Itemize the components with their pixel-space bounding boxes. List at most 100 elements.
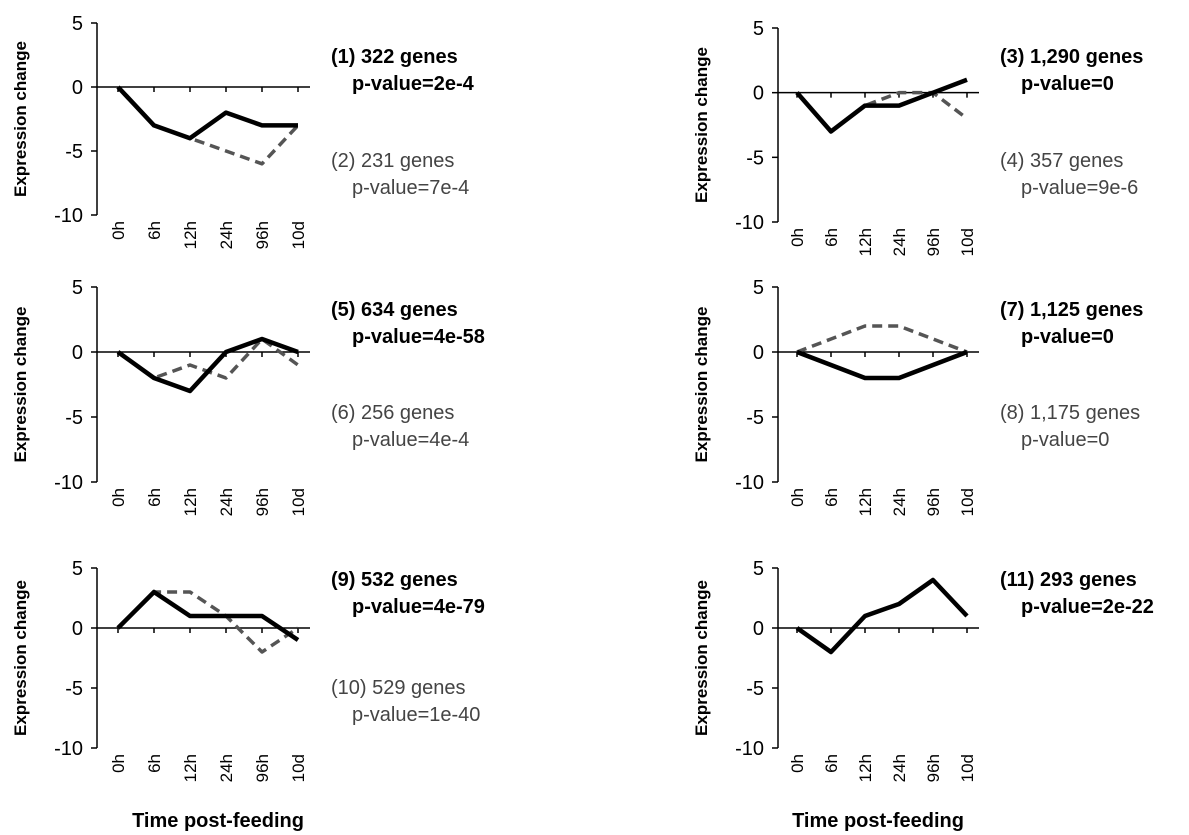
- cluster-gene-count: (7) 1,125 genes: [1000, 299, 1143, 321]
- x-tick-label: 12h: [181, 221, 200, 249]
- cluster-p-value: p-value=4e-79: [352, 596, 485, 618]
- x-tick-label: 96h: [924, 488, 943, 516]
- y-tick-label: 5: [753, 277, 764, 299]
- x-tick-label: 96h: [253, 488, 272, 516]
- x-tick-label: 24h: [890, 488, 909, 516]
- x-tick-label: 0h: [109, 488, 128, 507]
- y-axis-label: Expression change: [11, 580, 30, 736]
- y-tick-label: 0: [753, 618, 764, 640]
- cluster-p-value: p-value=7e-4: [352, 177, 469, 199]
- cluster-p-value: p-value=2e-4: [352, 73, 475, 95]
- x-axis-label: Time post-feeding: [792, 810, 964, 832]
- x-tick-label: 10d: [289, 488, 308, 516]
- series-line-solid: [116, 336, 299, 394]
- panel-6: 5 0 -5 -10 0h 6h 12h 24h 96h 10d Expression change…: [692, 558, 1154, 832]
- cluster-p-value: p-value=4e-4: [352, 429, 469, 451]
- cluster-gene-count: (10) 529 genes: [331, 677, 466, 699]
- y-tick-label: -10: [54, 472, 83, 494]
- cluster-p-value: p-value=0: [1021, 429, 1109, 451]
- cluster-gene-count: (6) 256 genes: [331, 402, 454, 424]
- series-line-solid: [795, 577, 969, 655]
- x-axis-label: Time post-feeding: [132, 810, 304, 832]
- x-tick-label: 10d: [958, 754, 977, 782]
- x-tick-label: 10d: [958, 488, 977, 516]
- y-axis-label: Expression change: [11, 41, 30, 197]
- y-tick-label: -5: [746, 407, 764, 429]
- series-line-solid: [796, 349, 968, 381]
- y-tick-label: -10: [735, 212, 764, 234]
- series-line-solid: [116, 589, 300, 642]
- y-tick-label: -5: [746, 678, 764, 700]
- x-tick-label: 96h: [924, 228, 943, 256]
- x-tick-label: 6h: [145, 221, 164, 240]
- x-tick-label: 6h: [822, 488, 841, 507]
- x-tick-label: 10d: [289, 754, 308, 782]
- cluster-p-value: p-value=9e-6: [1021, 177, 1138, 199]
- y-axis-label: Expression change: [11, 307, 30, 463]
- y-tick-label: 5: [753, 558, 764, 580]
- cluster-p-value: p-value=2e-22: [1021, 596, 1154, 618]
- y-tick-label: -5: [65, 407, 83, 429]
- x-tick-label: 12h: [856, 228, 875, 256]
- x-tick-label: 96h: [924, 754, 943, 782]
- y-tick-label: 5: [72, 558, 83, 580]
- cluster-gene-count: (11) 293 genes: [1000, 569, 1137, 591]
- x-tick-label: 0h: [788, 228, 807, 247]
- cluster-p-value: p-value=0: [1021, 326, 1114, 348]
- y-tick-label: -10: [54, 205, 83, 227]
- x-tick-label: 24h: [217, 488, 236, 516]
- y-tick-label: -10: [735, 472, 764, 494]
- x-tick-label: 12h: [856, 754, 875, 782]
- y-tick-label: -5: [746, 147, 764, 169]
- cluster-p-value: p-value=0: [1021, 73, 1114, 95]
- x-tick-label: 6h: [145, 754, 164, 773]
- y-tick-label: 0: [753, 83, 764, 105]
- panel-5: 5 0 -5 -10 0h 6h 12h 24h 96h 10d Expression change…: [11, 558, 485, 832]
- x-tick-label: 0h: [788, 488, 807, 507]
- y-tick-label: -10: [735, 738, 764, 760]
- y-tick-label: 0: [72, 342, 83, 364]
- x-tick-label: 24h: [217, 221, 236, 249]
- cluster-gene-count: (3) 1,290 genes: [1000, 46, 1143, 68]
- panel-3: 5 0 -5 -10 0h 6h 12h 24h 96h 10d Expression change…: [11, 277, 485, 516]
- y-tick-label: 0: [72, 618, 83, 640]
- x-tick-label: 24h: [217, 754, 236, 782]
- x-tick-label: 10d: [958, 228, 977, 256]
- y-tick-label: -5: [65, 141, 83, 163]
- x-tick-label: 6h: [822, 754, 841, 773]
- x-tick-label: 6h: [145, 488, 164, 507]
- x-tick-label: 24h: [890, 228, 909, 256]
- y-axis-label: Expression change: [692, 580, 711, 736]
- cluster-gene-count: (9) 532 genes: [331, 569, 458, 591]
- x-tick-label: 12h: [181, 488, 200, 516]
- series-line-solid: [795, 77, 968, 134]
- x-tick-label: 24h: [890, 754, 909, 782]
- panel-2: 5 0 -5 -10 0h 6h 12h 24h 96h 10d Expression change…: [692, 18, 1143, 256]
- cluster-p-value: p-value=1e-40: [352, 704, 480, 726]
- series-line-solid: [116, 85, 298, 141]
- x-tick-label: 12h: [856, 488, 875, 516]
- x-tick-label: 10d: [289, 221, 308, 249]
- y-tick-label: 5: [753, 18, 764, 40]
- y-tick-label: 0: [753, 342, 764, 364]
- y-tick-label: 5: [72, 277, 83, 299]
- x-tick-label: 0h: [109, 754, 128, 773]
- cluster-p-value: p-value=4e-58: [352, 326, 485, 348]
- y-tick-label: 0: [72, 77, 83, 99]
- x-tick-label: 0h: [788, 754, 807, 773]
- series-line-dashed: [116, 85, 300, 166]
- panel-4: 5 0 -5 -10 0h 6h 12h 24h 96h 10d Expression change…: [692, 277, 1143, 516]
- cluster-gene-count: (8) 1,175 genes: [1000, 402, 1140, 424]
- x-tick-label: 6h: [822, 228, 841, 247]
- panel-1: 5 0 -5 -10 0h 6h 12h 24h 96h 10d Expression change…: [11, 13, 475, 249]
- cluster-gene-count: (2) 231 genes: [331, 150, 454, 172]
- y-tick-label: 5: [72, 13, 83, 35]
- series-line-dashed: [795, 90, 969, 134]
- x-tick-label: 0h: [109, 221, 128, 240]
- cluster-gene-count: (4) 357 genes: [1000, 150, 1123, 172]
- cluster-gene-count: (5) 634 genes: [331, 299, 458, 321]
- x-tick-label: 96h: [253, 754, 272, 782]
- y-tick-label: -5: [65, 678, 83, 700]
- y-tick-label: -10: [54, 738, 83, 760]
